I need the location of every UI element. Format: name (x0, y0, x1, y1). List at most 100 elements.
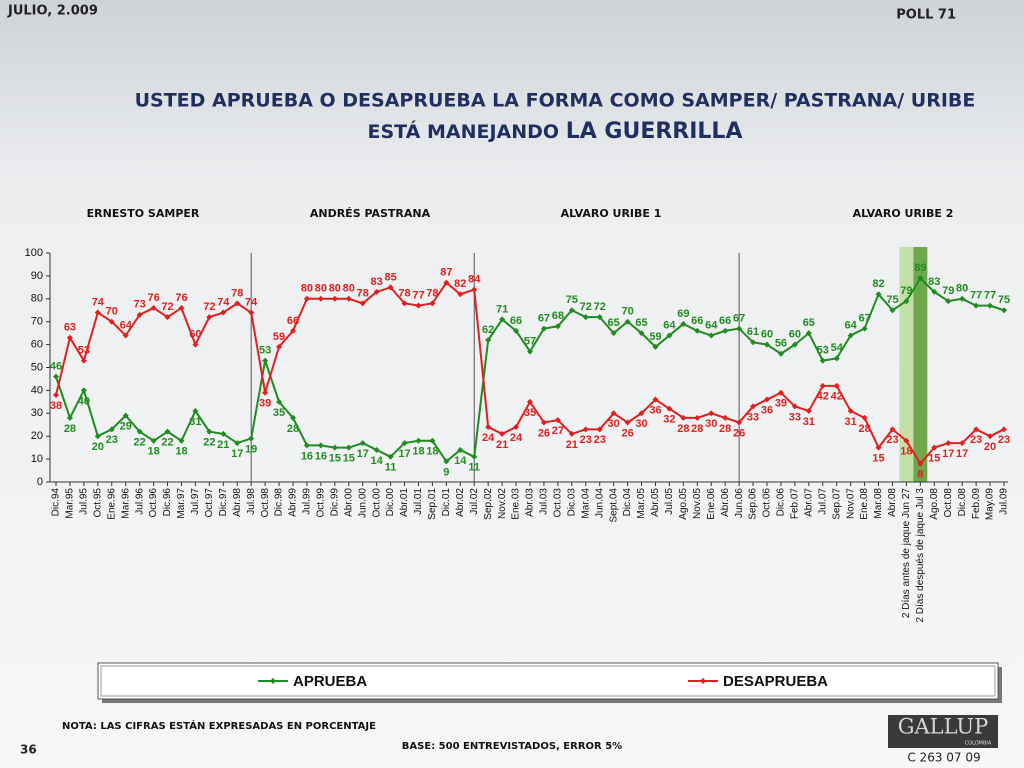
data-label: 14 (454, 455, 467, 467)
data-label: 80 (315, 283, 327, 295)
marker (554, 323, 561, 330)
marker (875, 291, 882, 298)
x-tick-label: Sep.01 (427, 488, 438, 520)
x-tick-label: Jul.99 (302, 488, 313, 515)
marker (513, 424, 520, 431)
marker (945, 298, 952, 305)
marker (596, 426, 603, 433)
marker (122, 332, 129, 339)
marker (443, 279, 450, 286)
marker (819, 357, 826, 364)
base: BASE: 500 ENTREVISTADOS, ERROR 5% (402, 741, 622, 752)
data-label: 16 (301, 450, 313, 462)
data-label: 23 (998, 434, 1010, 446)
marker (1001, 307, 1007, 314)
marker (736, 419, 743, 426)
legend-box (97, 662, 999, 700)
marker (220, 309, 227, 316)
x-tick-label: Oct.95 (92, 488, 103, 518)
marker (554, 417, 561, 424)
marker (248, 309, 255, 316)
marker (94, 433, 101, 440)
data-label: 75 (566, 294, 578, 306)
data-label: 78 (398, 287, 410, 299)
x-tick-label: Jul.96 (134, 488, 145, 515)
data-label: 26 (733, 427, 745, 439)
data-label: 46 (50, 361, 62, 373)
data-label: 32 (663, 414, 675, 426)
data-label: 14 (371, 455, 384, 467)
marker (136, 311, 143, 318)
data-label: 80 (301, 283, 313, 295)
y-tick-label: 0 (37, 476, 43, 488)
page-number: 36 (20, 743, 37, 757)
data-label: 83 (928, 276, 940, 288)
marker (513, 327, 520, 334)
x-tick-label: Dic.04 (622, 488, 633, 517)
data-label: 24 (510, 432, 523, 444)
x-tick-label: Dic.06 (776, 488, 787, 517)
x-tick-label: Jun.04 (594, 488, 605, 518)
marker (192, 341, 199, 348)
x-tick-label: Mar.95 (65, 488, 76, 519)
marker (248, 435, 255, 442)
marker (666, 405, 673, 412)
data-label: 24 (482, 432, 495, 444)
data-label: 65 (608, 317, 620, 329)
data-label: 26 (621, 427, 633, 439)
marker (889, 426, 896, 433)
marker (136, 428, 143, 435)
data-label: 28 (719, 423, 731, 435)
data-label: 77 (970, 290, 982, 302)
x-tick-label: Abr.06 (720, 488, 731, 517)
marker (345, 444, 352, 451)
data-label: 36 (649, 404, 661, 416)
legend-inner (100, 665, 996, 697)
data-label: 80 (343, 283, 355, 295)
marker (610, 330, 617, 337)
marker (66, 334, 73, 341)
x-tick-label: Dic.98 (274, 488, 285, 517)
x-tick-label: Dic.01 (441, 488, 452, 517)
data-label: 74 (245, 296, 258, 308)
x-tick-label: Dic.97 (218, 488, 229, 517)
data-label: 31 (803, 416, 815, 428)
x-tick-label: Abr.03 (525, 488, 536, 517)
data-label: 79 (942, 285, 954, 297)
marker (680, 320, 687, 327)
x-tick-label: Oct.98 (260, 488, 271, 518)
x-tick-label: Mar.08 (873, 488, 884, 519)
marker (317, 442, 324, 449)
title-line-2: ESTÁ MANEJANDO LA GUERRILLA (368, 119, 743, 144)
data-label: 70 (621, 306, 633, 318)
marker (610, 410, 617, 417)
period-label: ALVARO URIBE 2 (853, 207, 954, 220)
note: NOTA: LAS CIFRAS ESTÁN EXPRESADAS EN POR… (62, 719, 376, 732)
marker (847, 332, 854, 339)
marker (917, 275, 924, 282)
data-label: 62 (482, 324, 494, 336)
marker (652, 396, 659, 403)
data-label: 21 (496, 439, 508, 451)
title-text: ESTÁ MANEJANDO (368, 120, 566, 143)
period-label: ERNESTO SAMPER (87, 207, 200, 220)
data-label: 59 (649, 331, 661, 343)
data-label: 76 (147, 292, 159, 304)
marker (875, 444, 882, 451)
marker (108, 426, 115, 433)
data-label: 63 (64, 322, 76, 334)
data-label: 28 (64, 423, 76, 435)
data-label: 65 (635, 317, 647, 329)
marker (833, 382, 840, 389)
marker (373, 288, 380, 295)
data-label: 78 (426, 287, 438, 299)
data-label: 23 (106, 434, 118, 446)
marker (777, 350, 784, 357)
marker (987, 433, 994, 440)
marker (290, 327, 296, 334)
data-label: 8 (917, 469, 923, 481)
marker (750, 403, 757, 410)
y-tick-label: 10 (31, 453, 43, 465)
x-tick-label: Mar.96 (120, 488, 131, 519)
